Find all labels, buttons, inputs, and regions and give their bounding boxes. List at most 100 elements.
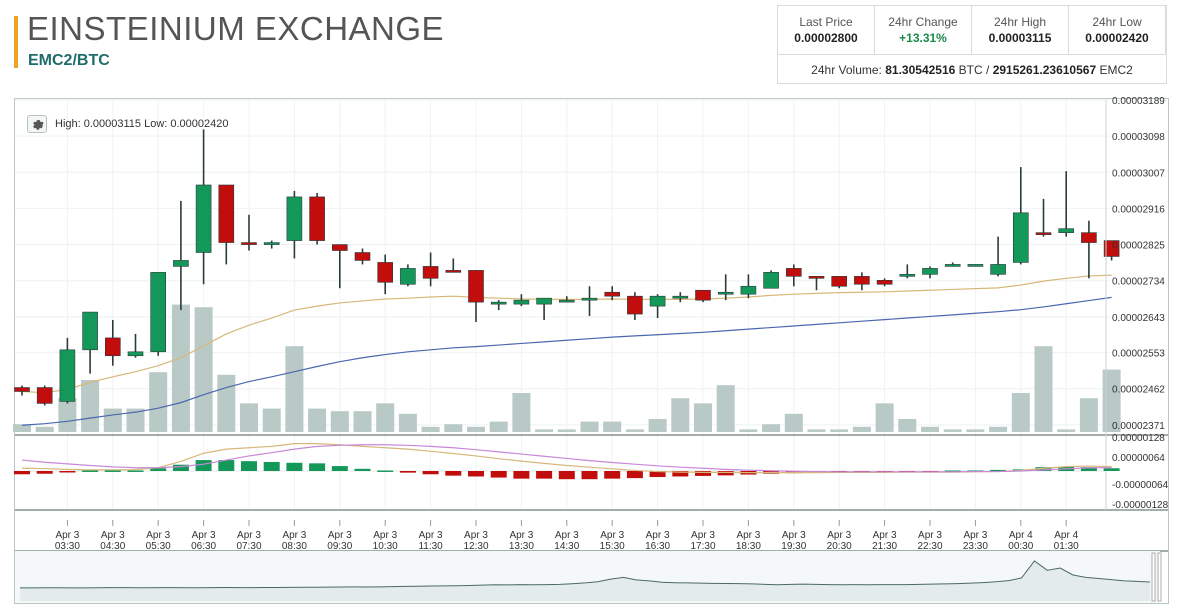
candle-body <box>377 262 394 283</box>
candle-body <box>263 242 280 245</box>
volume-bar <box>376 403 395 432</box>
price-axis-tick: 0.00002371 <box>1112 421 1165 432</box>
volume-bar <box>989 426 1008 432</box>
macd-histogram-bar <box>241 461 257 471</box>
macd-histogram-bar <box>990 469 1007 472</box>
time-axis-date: Apr 3 <box>101 530 125 541</box>
volume-bar <box>671 398 690 432</box>
time-axis-time: 11:30 <box>418 541 443 552</box>
candle-body <box>899 274 916 277</box>
candle <box>536 297 552 321</box>
time-axis-time: 15:30 <box>600 541 625 552</box>
candle-body <box>649 295 666 307</box>
macd-histogram-bar <box>626 471 643 479</box>
chart-settings-button[interactable] <box>27 115 47 133</box>
macd-histogram-bar <box>558 471 575 480</box>
macd-axis-tick: -0.00000128 <box>1112 500 1169 511</box>
candle-body <box>1035 232 1052 235</box>
macd-axis-tick: 0.00000064 <box>1112 453 1165 464</box>
candle-body <box>195 184 212 253</box>
page-title: EINSTEINIUM EXCHANGE <box>27 10 445 47</box>
candle <box>468 270 484 323</box>
volume-bar <box>467 426 485 432</box>
price-axis-tick: 0.00003007 <box>1112 168 1165 179</box>
time-axis-date: Apr 4 <box>1009 530 1033 541</box>
candle <box>581 286 598 317</box>
time-axis-date: Apr 3 <box>555 530 579 541</box>
volume-bar <box>330 411 349 432</box>
candle-body <box>581 297 598 301</box>
candle <box>785 264 802 287</box>
candle-body <box>876 280 893 285</box>
time-axis-time: 19:30 <box>781 541 806 552</box>
time-axis-time: 18:30 <box>736 541 761 552</box>
candle <box>241 214 257 251</box>
volume-bar <box>875 403 894 432</box>
market-pair-label: EMC2/BTC <box>28 52 110 69</box>
macd-histogram-bar <box>717 471 734 476</box>
volume-bar <box>830 429 849 432</box>
volume-bar <box>966 429 985 432</box>
stat-24hr-low: 24hr Low 0.00002420 <box>1069 6 1166 54</box>
time-axis-date: Apr 3 <box>282 530 306 541</box>
price-axis-tick: 0.00002825 <box>1112 241 1165 252</box>
time-axis-date: Apr 3 <box>328 530 352 541</box>
macd-histogram-bar <box>399 471 416 473</box>
volume-bar <box>81 380 100 432</box>
navigator-handle-left <box>1151 552 1156 602</box>
volume-bar <box>240 403 258 432</box>
candle <box>59 337 76 404</box>
candle <box>558 296 575 303</box>
candle-body <box>309 196 325 241</box>
volume-bar <box>285 346 304 432</box>
macd-histogram-bar <box>1103 468 1120 471</box>
volume-bar <box>852 426 871 432</box>
volume-separator: / <box>986 63 990 77</box>
candle-body <box>127 351 144 357</box>
gear-icon <box>32 119 44 130</box>
candle-body <box>513 299 530 305</box>
volume-bar <box>762 424 781 432</box>
candle <box>627 292 643 321</box>
time-axis-date: Apr 3 <box>419 530 443 541</box>
time-axis-time: 10:30 <box>373 541 398 552</box>
candle <box>831 276 848 289</box>
candle <box>400 264 416 287</box>
time-axis-date: Apr 3 <box>691 530 715 541</box>
candle <box>854 272 870 291</box>
candle <box>263 240 280 249</box>
macd-histogram-bar <box>309 463 326 471</box>
macd-histogram-bar <box>218 460 235 471</box>
candle-body <box>241 242 257 245</box>
candle-body <box>672 295 689 299</box>
candle-body <box>604 291 621 297</box>
high-low-label: High: 0.00003115 Low: 0.00002420 <box>55 118 229 130</box>
price-axis-tick: 0.00003098 <box>1112 132 1165 143</box>
volume-bar <box>898 419 917 432</box>
candle <box>490 300 507 311</box>
macd-histogram-bar <box>286 462 303 471</box>
time-axis-date: Apr 3 <box>192 530 216 541</box>
time-axis-date: Apr 3 <box>918 530 942 541</box>
price-axis-tick: 0.00002916 <box>1112 204 1165 215</box>
macd-histogram-bar <box>127 470 144 472</box>
macd-histogram-bar <box>604 471 621 479</box>
candle-body <box>922 268 938 275</box>
candle <box>1058 171 1074 237</box>
candle <box>1103 240 1120 261</box>
volume-bar <box>1011 393 1030 432</box>
macd-signal-line <box>21 444 1112 473</box>
time-axis-date: Apr 3 <box>963 530 987 541</box>
volume-bar <box>535 429 554 432</box>
candle <box>445 258 462 273</box>
price-axis-tick: 0.00002734 <box>1112 277 1165 288</box>
candle-body <box>627 295 643 315</box>
candle-body <box>854 276 870 285</box>
time-axis-time: 07:30 <box>236 541 261 552</box>
time-axis-date: Apr 3 <box>237 530 261 541</box>
stat-label: 24hr Change <box>888 15 958 29</box>
macd-histogram-bar <box>490 471 507 478</box>
candle <box>127 333 144 358</box>
stat-label: 24hr High <box>993 15 1047 29</box>
